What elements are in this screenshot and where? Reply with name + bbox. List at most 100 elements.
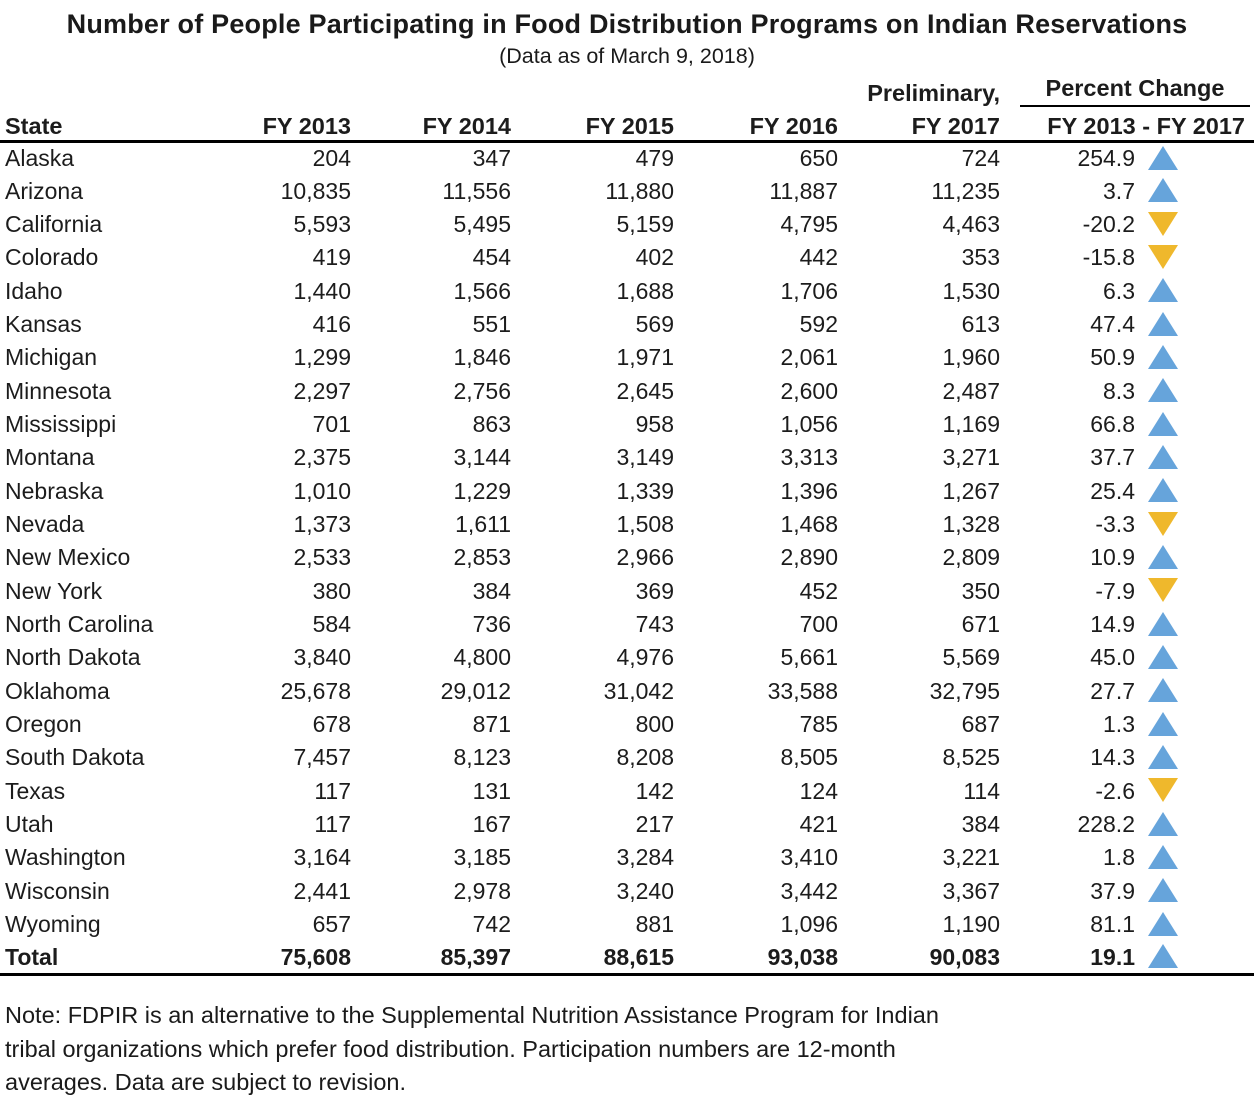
- percent-change-cell: 228.2: [1077, 811, 1135, 838]
- trend-up-icon: [1148, 178, 1178, 203]
- value-cell-fy2016: 5,661: [780, 644, 838, 671]
- percent-change-cell: 254.9: [1077, 144, 1135, 171]
- value-cell-fy2016: 2,600: [780, 377, 838, 404]
- percent-change-cell: 19.1: [1090, 943, 1135, 970]
- trend-cell: [1135, 441, 1254, 474]
- value-cell-fy2015: 217: [635, 811, 674, 838]
- value-cell-fy2015: 5,159: [616, 210, 674, 237]
- header-fy2014: FY 2014: [422, 112, 511, 139]
- trend-cell: [1135, 508, 1254, 541]
- trend-up-icon: [1148, 845, 1178, 870]
- value-cell-fy2017: 32,795: [929, 677, 1000, 704]
- percent-change-cell: 37.9: [1090, 877, 1135, 904]
- trend-cell: [1135, 775, 1254, 808]
- value-cell-fy2017: 350: [961, 577, 1000, 604]
- value-cell-fy2014: 2,853: [453, 544, 511, 571]
- trend-up-icon: [1148, 145, 1178, 170]
- value-cell-fy2017: 3,367: [942, 877, 1000, 904]
- value-cell-fy2013: 1,373: [293, 510, 351, 537]
- state-cell: New Mexico: [5, 544, 131, 571]
- state-cell: Mississippi: [5, 410, 117, 437]
- table-row: Arizona 10,835 11,556 11,880 11,887 11,235 3.7: [0, 174, 1254, 207]
- value-cell-fy2013: 380: [312, 577, 351, 604]
- value-cell-fy2015: 569: [635, 310, 674, 337]
- value-cell-fy2015: 1,688: [616, 277, 674, 304]
- trend-up-icon: [1148, 478, 1178, 503]
- value-cell-fy2016: 442: [799, 244, 838, 271]
- state-cell: Total: [5, 943, 59, 970]
- table-row: Montana 2,375 3,144 3,149 3,313 3,271 37.7: [0, 441, 1254, 474]
- value-cell-fy2014: 2,978: [453, 877, 511, 904]
- trend-up-icon: [1148, 545, 1178, 569]
- percent-change-cell: 37.7: [1090, 444, 1135, 471]
- trend-up-icon: [1148, 911, 1178, 936]
- value-cell-fy2013: 117: [314, 777, 351, 804]
- trend-up-icon: [1148, 678, 1178, 703]
- header-fy2013: FY 2013: [262, 112, 351, 139]
- trend-cell: [1135, 541, 1254, 574]
- value-cell-fy2015: 2,966: [616, 544, 674, 571]
- value-cell-fy2017: 4,463: [942, 210, 1000, 237]
- value-cell-fy2015: 1,339: [616, 477, 674, 504]
- value-cell-fy2015: 1,508: [616, 510, 674, 537]
- value-cell-fy2016: 452: [799, 577, 838, 604]
- percent-change-cell: -15.8: [1082, 244, 1135, 271]
- table-row: Mississippi 701 863 958 1,056 1,169 66.8: [0, 408, 1254, 441]
- value-cell-fy2013: 701: [312, 410, 351, 437]
- footnote-line: tribal organizations which prefer food d…: [5, 1035, 896, 1062]
- trend-cell: [1135, 174, 1254, 207]
- percent-change-cell: -20.2: [1082, 210, 1135, 237]
- value-cell-fy2016: 700: [799, 610, 838, 637]
- state-cell: South Dakota: [5, 744, 145, 771]
- table-row: Nebraska 1,010 1,229 1,339 1,396 1,267 25.4: [0, 474, 1254, 507]
- trend-up-icon: [1148, 878, 1178, 903]
- percent-change-cell: 45.0: [1090, 644, 1135, 671]
- value-cell-fy2015: 1,971: [616, 344, 674, 371]
- trend-cell: [1135, 741, 1254, 774]
- value-cell-fy2013: 10,835: [280, 177, 351, 204]
- value-cell-fy2016: 785: [799, 711, 838, 738]
- header-percent-change: Percent Change: [1020, 75, 1251, 107]
- value-cell-fy2015: 958: [635, 410, 674, 437]
- header-preliminary: Preliminary,: [867, 80, 1000, 106]
- trend-cell: [1135, 675, 1254, 708]
- participation-table: Preliminary, Percent Change State FY 201…: [0, 74, 1254, 976]
- trend-up-icon: [1148, 611, 1178, 636]
- percent-change-cell: 14.9: [1090, 610, 1135, 637]
- value-cell-fy2014: 551: [472, 310, 511, 337]
- trend-cell: [1135, 241, 1254, 274]
- value-cell-fy2015: 11,880: [605, 177, 674, 204]
- state-cell: North Carolina: [5, 610, 154, 637]
- header-spacer: [0, 74, 838, 107]
- state-cell: Oklahoma: [5, 677, 110, 704]
- percent-change-cell: 3.7: [1103, 177, 1135, 204]
- value-cell-fy2017: 3,271: [942, 444, 1000, 471]
- page: Number of People Participating in Food D…: [0, 6, 1254, 1097]
- table-row: North Carolina 584 736 743 700 671 14.9: [0, 608, 1254, 641]
- value-cell-fy2016: 1,056: [780, 410, 838, 437]
- value-cell-fy2014: 11,556: [442, 177, 511, 204]
- state-cell: Utah: [5, 811, 54, 838]
- value-cell-fy2014: 1,846: [453, 344, 511, 371]
- value-cell-fy2013: 584: [312, 610, 351, 637]
- total-row: Total 75,608 85,397 88,615 93,038 90,083 19.1: [0, 941, 1254, 974]
- value-cell-fy2014: 384: [472, 577, 511, 604]
- value-cell-fy2013: 204: [312, 144, 351, 171]
- table-row: Texas 117 131 142 124 114 -2.6: [0, 775, 1254, 808]
- value-cell-fy2015: 8,208: [616, 744, 674, 771]
- value-cell-fy2014: 8,123: [453, 744, 511, 771]
- state-cell: Arizona: [5, 177, 83, 204]
- trend-cell: [1135, 474, 1254, 507]
- value-cell-fy2016: 93,038: [767, 943, 838, 970]
- value-cell-fy2017: 11,235: [931, 177, 1000, 204]
- trend-up-icon: [1148, 311, 1178, 336]
- value-cell-fy2014: 3,185: [453, 844, 511, 871]
- value-cell-fy2014: 29,012: [440, 677, 511, 704]
- trend-down-icon: [1148, 778, 1178, 803]
- trend-cell: [1135, 408, 1254, 441]
- trend-up-icon: [1148, 711, 1178, 736]
- value-cell-fy2016: 1,396: [780, 477, 838, 504]
- table-body: Alaska 204 347 479 650 724 254.9 Arizona 10,835 1…: [0, 141, 1254, 975]
- value-cell-fy2013: 25,678: [280, 677, 351, 704]
- trend-down-icon: [1148, 578, 1178, 603]
